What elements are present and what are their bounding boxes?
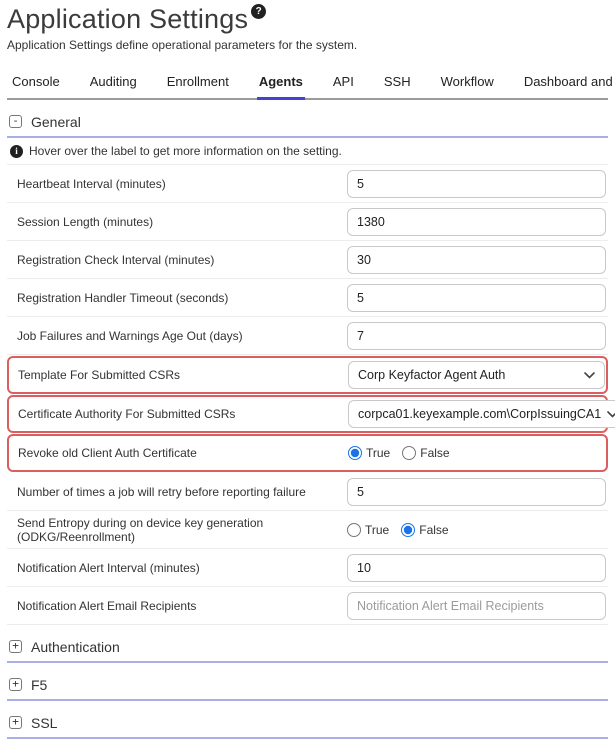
expand-icon[interactable]: + (9, 640, 22, 653)
revoke-old-cert-radio-group: True False (348, 446, 450, 460)
setting-label: Job Failures and Warnings Age Out (days) (17, 328, 243, 343)
job-failures-age-out-input[interactable] (347, 321, 606, 350)
radio-true-label: True (365, 522, 390, 537)
tab-dashboard-and-reports[interactable]: Dashboard and Reports (523, 74, 615, 89)
info-icon: i (10, 144, 23, 158)
section-f5[interactable]: + F5 (7, 671, 608, 701)
section-f5-label: F5 (31, 676, 48, 693)
setting-label: Number of times a job will retry before … (17, 484, 306, 499)
setting-row-job-retry-count: Number of times a job will retry before … (7, 473, 608, 511)
page-subtitle: Application Settings define operational … (7, 38, 358, 52)
setting-label: Registration Handler Timeout (seconds) (17, 290, 229, 305)
section-general[interactable]: - General (7, 108, 608, 138)
expand-icon[interactable]: + (9, 678, 22, 691)
radio-true[interactable]: True (347, 522, 390, 537)
select-value: corpca01.keyexample.com\CorpIssuingCA1 (358, 407, 602, 421)
radio-false-input[interactable] (401, 522, 416, 537)
session-length-input[interactable] (347, 207, 606, 236)
setting-row-certificate-authority-for-submitted-csrs: Certificate Authority For Submitted CSRs… (7, 395, 615, 433)
setting-row-session-length: Session Length (minutes) (7, 203, 608, 241)
chevron-down-icon (607, 410, 615, 418)
setting-row-send-entropy: Send Entropy during on device key genera… (7, 511, 608, 549)
info-banner: i Hover over the label to get more infor… (7, 138, 608, 165)
tab-auditing[interactable]: Auditing (89, 74, 137, 89)
section-authentication-label: Authentication (31, 638, 120, 655)
radio-false-input[interactable] (402, 446, 417, 460)
setting-label: Revoke old Client Auth Certificate (18, 446, 197, 460)
setting-row-template-for-submitted-csrs: Template For Submitted CSRs Corp Keyfact… (7, 356, 608, 394)
radio-true-input[interactable] (347, 522, 361, 537)
template-for-submitted-csrs-select[interactable]: Corp Keyfactor Agent Auth (348, 361, 605, 389)
radio-false-label: False (419, 522, 449, 537)
expand-icon[interactable]: + (9, 716, 22, 729)
page-title: Application Settings (7, 4, 249, 34)
select-value: Corp Keyfactor Agent Auth (358, 368, 506, 382)
send-entropy-radio-group: True False (347, 522, 449, 537)
setting-row-registration-check-interval: Registration Check Interval (minutes) (7, 241, 608, 279)
radio-true-input[interactable] (348, 446, 362, 460)
info-text: Hover over the label to get more informa… (29, 144, 342, 158)
setting-label: Send Entropy during on device key genera… (17, 515, 264, 544)
collapse-icon[interactable]: - (9, 115, 22, 128)
setting-row-registration-handler-timeout: Registration Handler Timeout (seconds) (7, 279, 608, 317)
notification-alert-interval-input[interactable] (347, 553, 606, 582)
setting-label: Certificate Authority For Submitted CSRs (18, 407, 236, 421)
tab-ssh[interactable]: SSH (383, 74, 411, 89)
setting-row-job-failures-age-out: Job Failures and Warnings Age Out (days) (7, 317, 608, 355)
setting-row-revoke-old-client-auth-certificate: Revoke old Client Auth Certificate True … (7, 434, 608, 472)
section-authentication[interactable]: + Authentication (7, 633, 608, 663)
setting-label: Registration Check Interval (minutes) (17, 252, 215, 267)
radio-false[interactable]: False (402, 446, 450, 460)
settings-list: Heartbeat Interval (minutes) Session Len… (7, 165, 615, 625)
setting-label: Session Length (minutes) (17, 214, 154, 229)
registration-check-interval-input[interactable] (347, 245, 606, 274)
tab-bar: Console Auditing Enrollment Agents API S… (7, 68, 615, 100)
help-icon[interactable]: ? (251, 4, 267, 19)
radio-true[interactable]: True (348, 446, 390, 460)
setting-label: Notification Alert Interval (minutes) (17, 560, 200, 575)
radio-true-label: True (366, 446, 391, 460)
section-ssl-label: SSL (31, 714, 58, 731)
section-ssl[interactable]: + SSL (7, 709, 608, 739)
tab-api[interactable]: API (332, 74, 354, 89)
tab-enrollment[interactable]: Enrollment (166, 74, 229, 89)
radio-false-label: False (420, 446, 450, 460)
heartbeat-interval-input[interactable] (347, 169, 606, 198)
job-retry-count-input[interactable] (347, 477, 606, 506)
section-general-label: General (31, 113, 81, 130)
radio-false[interactable]: False (401, 522, 449, 537)
tab-workflow[interactable]: Workflow (440, 74, 494, 89)
notification-alert-email-recipients-input[interactable] (347, 591, 606, 620)
certificate-authority-select[interactable]: corpca01.keyexample.com\CorpIssuingCA1 (348, 400, 615, 428)
page-header: Application Settings? Application Settin… (7, 4, 608, 52)
registration-handler-timeout-input[interactable] (347, 283, 606, 312)
chevron-down-icon (584, 371, 595, 379)
setting-row-notification-alert-email-recipients: Notification Alert Email Recipients (7, 587, 608, 625)
setting-label: Notification Alert Email Recipients (17, 598, 197, 613)
tab-agents[interactable]: Agents (256, 68, 305, 100)
tab-console[interactable]: Console (12, 74, 60, 89)
setting-label: Template For Submitted CSRs (18, 368, 181, 382)
setting-label: Heartbeat Interval (minutes) (17, 176, 166, 191)
setting-row-heartbeat-interval: Heartbeat Interval (minutes) (7, 165, 608, 203)
setting-row-notification-alert-interval: Notification Alert Interval (minutes) (7, 549, 608, 587)
